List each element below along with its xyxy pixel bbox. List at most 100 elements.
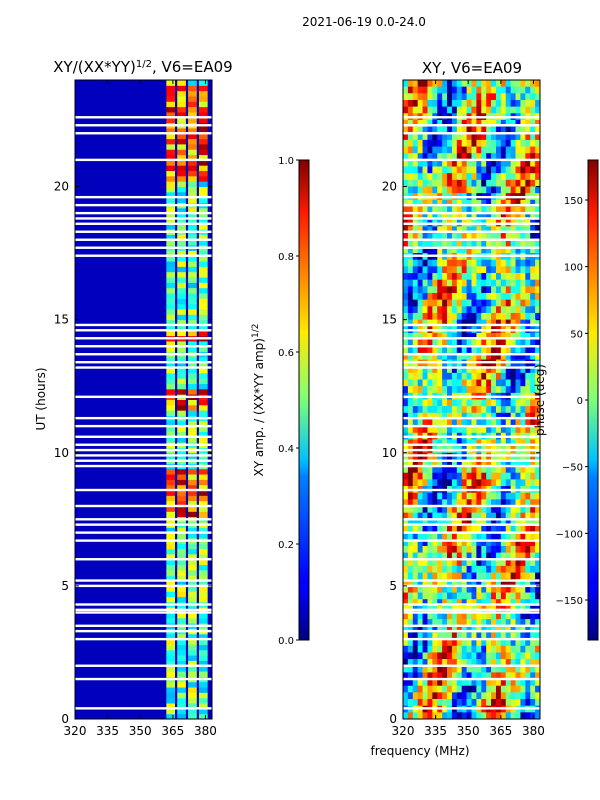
heatmap-cell xyxy=(510,565,516,573)
heatmap-cell xyxy=(198,596,208,603)
heatmap-cell xyxy=(442,312,448,321)
heatmap-cell xyxy=(471,159,477,167)
heatmap-cell xyxy=(461,652,468,660)
heatmap-cell xyxy=(491,312,497,321)
heatmap-cell xyxy=(495,259,502,267)
heatmap-cell xyxy=(451,186,458,194)
heatmap-cell xyxy=(177,223,186,230)
heatmap-cell xyxy=(451,312,458,321)
heatmap-cell xyxy=(451,246,458,254)
heatmap-cell xyxy=(486,146,492,154)
heatmap-cell xyxy=(417,306,423,314)
heatmap-cell xyxy=(177,191,186,198)
heatmap-cell xyxy=(437,119,443,127)
heatmap-cell xyxy=(461,599,468,607)
heatmap-cell xyxy=(476,419,482,427)
heatmap-cell xyxy=(422,585,428,593)
heatmap-cell xyxy=(456,592,463,600)
heatmap-cell xyxy=(427,652,433,660)
heatmap-cell xyxy=(451,599,458,607)
heatmap-cell xyxy=(177,255,186,262)
heatmap-cell xyxy=(166,308,176,315)
heatmap-cell xyxy=(530,372,536,380)
heatmap-cell xyxy=(535,179,540,187)
heatmap-cell xyxy=(437,559,443,567)
heatmap-cell xyxy=(432,286,438,294)
heatmap-cell xyxy=(510,133,516,141)
heatmap-cell xyxy=(520,319,526,327)
heatmap-cell xyxy=(451,519,458,527)
heatmap-cell xyxy=(437,332,443,340)
heatmap-cell xyxy=(456,532,463,540)
flagged-row xyxy=(403,608,540,612)
heatmap-cell xyxy=(437,186,443,194)
heatmap-cell xyxy=(476,139,482,147)
heatmap-cell xyxy=(188,287,197,294)
heatmap-cell xyxy=(466,512,472,520)
heatmap-cell xyxy=(515,273,521,281)
heatmap-cell xyxy=(471,512,477,520)
heatmap-cell xyxy=(535,386,540,394)
heatmap-cell xyxy=(481,572,487,580)
heatmap-cell xyxy=(495,173,502,181)
heatmap-cell xyxy=(442,592,448,600)
heatmap-cell xyxy=(471,552,477,560)
heatmap-cell xyxy=(451,319,458,327)
flagged-row xyxy=(403,424,540,428)
heatmap-cell xyxy=(456,312,463,321)
heatmap-cell xyxy=(188,665,197,672)
heatmap-cell xyxy=(177,383,186,390)
heatmap-cell xyxy=(491,525,497,534)
heatmap-cell xyxy=(510,552,516,560)
amplitude-ylabel: UT (hours) xyxy=(34,367,48,430)
heatmap-cell xyxy=(188,431,197,438)
heatmap-cell xyxy=(486,506,492,514)
heatmap-cell xyxy=(432,506,438,514)
heatmap-cell xyxy=(166,559,176,566)
flagged-row xyxy=(75,531,212,534)
heatmap-cell xyxy=(177,266,186,273)
heatmap-cell xyxy=(177,165,186,172)
heatmap-cell xyxy=(422,472,428,480)
heatmap-cell xyxy=(520,665,526,673)
heatmap-cell xyxy=(447,199,453,207)
heatmap-cell xyxy=(476,159,482,167)
heatmap-cell xyxy=(437,86,443,94)
heatmap-cell xyxy=(198,213,208,219)
heatmap-cell xyxy=(422,80,428,88)
heatmap-cell xyxy=(515,93,521,101)
heatmap-cell xyxy=(412,545,419,553)
heatmap-cell xyxy=(491,332,497,340)
heatmap-cell xyxy=(447,412,453,420)
heatmap-cell xyxy=(442,659,448,667)
heatmap-cell xyxy=(535,592,540,600)
heatmap-cell xyxy=(166,580,176,587)
heatmap-cell xyxy=(520,266,526,274)
heatmap-cell xyxy=(515,199,521,207)
heatmap-cell xyxy=(188,271,197,278)
heatmap-cell xyxy=(188,223,197,230)
heatmap-cell xyxy=(530,80,536,88)
heatmap-cell xyxy=(417,545,423,553)
heatmap-cell xyxy=(412,266,419,274)
heatmap-cell xyxy=(447,379,453,387)
heatmap-cell xyxy=(481,233,487,241)
heatmap-cell xyxy=(456,472,463,480)
heatmap-cell xyxy=(447,179,453,187)
heatmap-cell xyxy=(505,279,512,287)
heatmap-cell xyxy=(525,299,531,307)
heatmap-cell xyxy=(177,277,186,283)
heatmap-cell xyxy=(471,652,477,660)
heatmap-cell xyxy=(198,111,208,118)
heatmap-cell xyxy=(188,559,197,566)
heatmap-cell xyxy=(535,479,540,487)
heatmap-cell xyxy=(198,484,208,491)
heatmap-cell xyxy=(525,499,531,507)
heatmap-cell xyxy=(442,259,448,267)
heatmap-cell xyxy=(505,412,512,420)
heatmap-cell xyxy=(510,332,516,340)
flagged-row xyxy=(75,337,212,340)
heatmap-cell xyxy=(451,645,458,653)
heatmap-cell xyxy=(476,625,482,633)
heatmap-cell xyxy=(466,179,472,187)
